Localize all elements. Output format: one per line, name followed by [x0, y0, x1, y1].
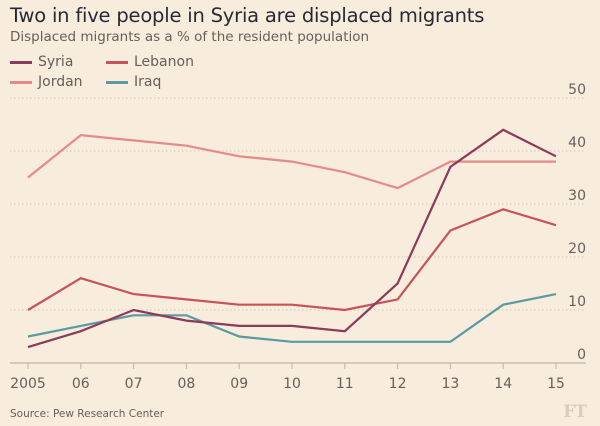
- x-tick-label: 09: [230, 376, 248, 392]
- x-tick-label: 10: [283, 376, 301, 392]
- chart-title: Two in five people in Syria are displace…: [10, 4, 485, 27]
- ft-logo: FT: [563, 402, 587, 422]
- legend-label-iraq: Iraq: [134, 74, 162, 90]
- y-tick-label: 0: [577, 347, 586, 363]
- legend-swatch-iraq: [106, 80, 128, 84]
- series-line-iraq: [27, 293, 557, 343]
- x-tick-label: 08: [177, 376, 195, 392]
- x-tick-label: 13: [441, 376, 459, 392]
- x-tick-label: 07: [125, 376, 143, 392]
- legend-item-syria: Syria: [10, 53, 73, 71]
- x-tick-label: 15: [547, 376, 565, 392]
- series-line-syria: [27, 128, 557, 349]
- legend-label-jordan: Jordan: [38, 74, 83, 90]
- series-line-lebanon: [27, 208, 557, 312]
- chart-subtitle: Displaced migrants as a % of the residen…: [10, 29, 370, 45]
- series-line-jordan: [27, 133, 556, 190]
- y-tick-label: 50: [568, 82, 586, 98]
- y-tick-label: 10: [568, 294, 586, 310]
- x-tick-label: 12: [389, 376, 407, 392]
- legend-swatch-lebanon: [106, 60, 128, 64]
- y-tick-label: 30: [568, 188, 586, 204]
- x-tick-label: 06: [72, 376, 90, 392]
- legend-swatch-jordan: [10, 80, 32, 84]
- y-tick-label: 40: [568, 135, 586, 151]
- x-tick-label: 11: [336, 376, 354, 392]
- x-tick-label: 14: [494, 376, 512, 392]
- legend-item-lebanon: Lebanon: [106, 53, 194, 71]
- legend-swatch-syria: [10, 60, 32, 64]
- legend-label-syria: Syria: [38, 54, 74, 70]
- source-note: Source: Pew Research Center: [10, 408, 165, 420]
- legend-item-jordan: Jordan: [10, 73, 83, 91]
- legend-label-lebanon: Lebanon: [134, 54, 194, 70]
- legend-item-iraq: Iraq: [106, 73, 161, 91]
- y-tick-label: 20: [568, 241, 586, 257]
- x-tick-label: 2005: [10, 376, 46, 392]
